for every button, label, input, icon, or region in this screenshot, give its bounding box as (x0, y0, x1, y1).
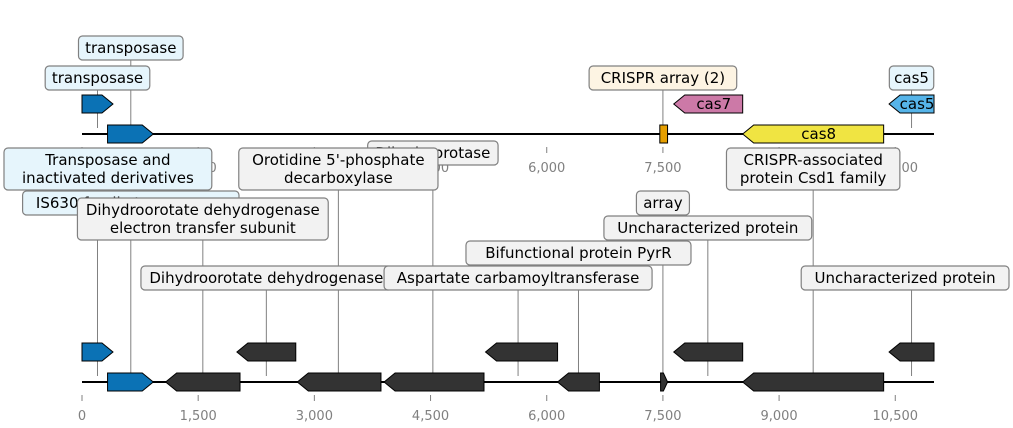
gene-arrow (888, 342, 935, 362)
gene-arrow (660, 372, 669, 392)
gene-inner-label: cas8 (801, 125, 836, 143)
gene-arrow (164, 372, 241, 392)
gene-label-box (238, 147, 439, 191)
gene-label-text: Aspartate carbamoyltransferase (397, 269, 640, 287)
gene-label: Dihydroorotate dehydrogenase (140, 265, 393, 291)
axis-ticks: 0 1,500 3,000 4,500 6,000 7,500 9,000 10,500 (78, 395, 918, 424)
tick-label: 6,000 (528, 161, 565, 176)
gene-label-text: Transposase and (44, 151, 170, 169)
gene-label-box (3, 147, 213, 191)
gene-label-box (800, 265, 1010, 291)
gene-label-box (725, 147, 901, 191)
gene-inner-label: cas5 (900, 95, 935, 113)
gene-label: Bifunctional protein PyrR (465, 240, 692, 266)
gene-label-text: electron transfer subunit (110, 219, 296, 237)
gene-label: transposase (77, 35, 184, 61)
gene-label-box (465, 240, 692, 266)
gene-label-text: transposase (85, 39, 176, 57)
gene-inner-label: cas7 (696, 95, 731, 113)
gene-label-box (76, 197, 329, 241)
gene-arrow (81, 342, 114, 362)
gene-label-text: inactivated derivatives (22, 169, 194, 187)
gene-label-box (888, 65, 935, 91)
gene-label: transposase (44, 65, 151, 91)
gene-arrow (741, 124, 885, 144)
gene-label-text: Uncharacterized protein (814, 269, 995, 287)
gene-label-text: Dihydroorotate dehydrogenase (86, 201, 320, 219)
gene-label-text: Dihydroorotate dehydrogenase (149, 269, 383, 287)
tick-label: 3,000 (296, 409, 333, 424)
gene-arrow (107, 124, 155, 144)
gene-label-text: transposase (52, 69, 143, 87)
tick-label: 6,000 (528, 409, 565, 424)
gene-label-text: Bifunctional protein PyrR (485, 244, 671, 262)
gene-arrow (659, 124, 669, 144)
gene-arrow (107, 372, 155, 392)
gene-arrow (672, 342, 744, 362)
gene-arrow (672, 94, 744, 114)
tick-label: 10,500 (873, 409, 919, 424)
gene-label-text: Orotidine 5'-phosphate (252, 151, 425, 169)
gene-arrow (236, 342, 297, 362)
track-top: transposase transposase CRISPR array (2) ca… (44, 35, 935, 176)
gene-arrow (556, 372, 600, 392)
gene-label-box (635, 190, 691, 216)
gene-label: Uncharacterized protein (603, 215, 813, 241)
gene-label-box (383, 265, 653, 291)
tick-label: 0 (78, 409, 86, 424)
tick-label: 7,500 (644, 161, 681, 176)
gene-arrow (81, 94, 114, 114)
tick-label: 7,500 (644, 409, 681, 424)
gene-label-text: array (643, 194, 682, 212)
gene-label-text: CRISPR-associated (743, 151, 882, 169)
gene-arrow (296, 372, 382, 392)
gene-label-box (588, 65, 738, 91)
gene-label-text: CRISPR array (2) (601, 69, 725, 87)
tick-label: 1,500 (180, 409, 217, 424)
gene-label-text: cas5 (894, 69, 929, 87)
gene-arrow (484, 342, 559, 362)
gene-arrow (383, 372, 485, 392)
gene-label-box (77, 35, 184, 61)
gene-label-box (44, 65, 151, 91)
tick-label: 4,500 (412, 409, 449, 424)
gene-label-text: Uncharacterized protein (617, 219, 798, 237)
gene-arrow (888, 94, 935, 114)
gene-label: cas5 (888, 65, 935, 91)
gene-label: Uncharacterized protein (800, 265, 1010, 291)
gene-label: array (635, 190, 691, 216)
gene-label: CRISPR array (2) (588, 65, 738, 91)
gene-arrow (741, 372, 885, 392)
tick-label: 9,000 (760, 409, 797, 424)
label-layer: transposase transposase CRISPR array (2) ca… (44, 35, 935, 128)
gene-label-text: protein Csd1 family (740, 169, 887, 187)
gene-label-box (603, 215, 813, 241)
gene-label-text: decarboxylase (284, 169, 393, 187)
gene-label: Aspartate carbamoyltransferase (383, 265, 653, 291)
